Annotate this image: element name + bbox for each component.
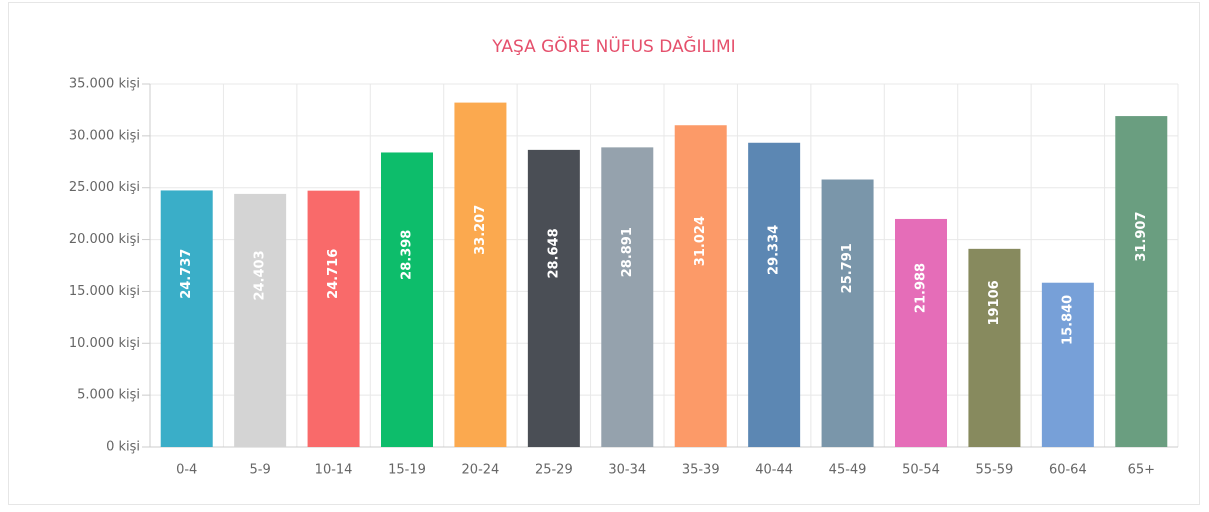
x-tick-label: 20-24 xyxy=(462,463,500,478)
bar xyxy=(1115,116,1168,447)
bar xyxy=(674,125,727,447)
bar xyxy=(968,248,1021,447)
bar xyxy=(527,149,580,447)
data-label: 31.024 xyxy=(693,216,708,266)
y-tick-label: 0 kişi xyxy=(106,440,140,455)
data-label: 19106 xyxy=(987,280,1002,325)
x-tick-label: 35-39 xyxy=(682,463,720,478)
data-label: 33.207 xyxy=(473,205,488,255)
x-tick-label: 0-4 xyxy=(176,463,197,478)
bar xyxy=(821,179,874,447)
y-tick-label: 25.000 kişi xyxy=(69,180,140,195)
data-label: 25.791 xyxy=(840,243,855,293)
bar xyxy=(454,102,507,447)
x-tick-label: 40-44 xyxy=(755,463,793,478)
data-label: 24.403 xyxy=(253,250,268,300)
y-tick-label: 15.000 kişi xyxy=(69,284,140,299)
x-tick-label: 65+ xyxy=(1128,463,1155,478)
x-tick-label: 5-9 xyxy=(250,463,271,478)
data-label: 28.648 xyxy=(546,228,561,278)
y-tick-label: 35.000 kişi xyxy=(69,77,140,92)
x-tick-label: 30-34 xyxy=(608,463,646,478)
bar xyxy=(1041,282,1094,447)
x-tick-label: 25-29 xyxy=(535,463,573,478)
y-tick-label: 20.000 kişi xyxy=(69,232,140,247)
data-label: 31.907 xyxy=(1134,211,1149,261)
x-tick-label: 55-59 xyxy=(976,463,1014,478)
x-tick-label: 60-64 xyxy=(1049,463,1087,478)
data-label: 28.891 xyxy=(620,227,635,277)
bar xyxy=(234,193,287,447)
data-label: 28.398 xyxy=(400,230,415,280)
data-label: 15.840 xyxy=(1060,295,1075,345)
y-tick-label: 30.000 kişi xyxy=(69,128,140,143)
x-tick-label: 50-54 xyxy=(902,463,940,478)
bar xyxy=(381,152,433,447)
bar xyxy=(748,142,801,447)
bar xyxy=(601,147,654,447)
x-tick-label: 15-19 xyxy=(388,463,426,478)
bar xyxy=(307,190,360,447)
y-tick-label: 10.000 kişi xyxy=(69,336,140,351)
chart-title: YAŞA GÖRE NÜFUS DAĞILIMI xyxy=(491,35,735,57)
data-label: 29.334 xyxy=(767,225,782,275)
data-label: 24.737 xyxy=(179,249,194,299)
y-tick-label: 5.000 kişi xyxy=(77,388,140,403)
x-tick-label: 10-14 xyxy=(315,463,353,478)
bar xyxy=(160,190,213,448)
bar xyxy=(895,218,947,447)
x-tick-label: 45-49 xyxy=(829,463,867,478)
data-label: 21.988 xyxy=(914,263,929,313)
data-label: 24.716 xyxy=(326,249,341,299)
